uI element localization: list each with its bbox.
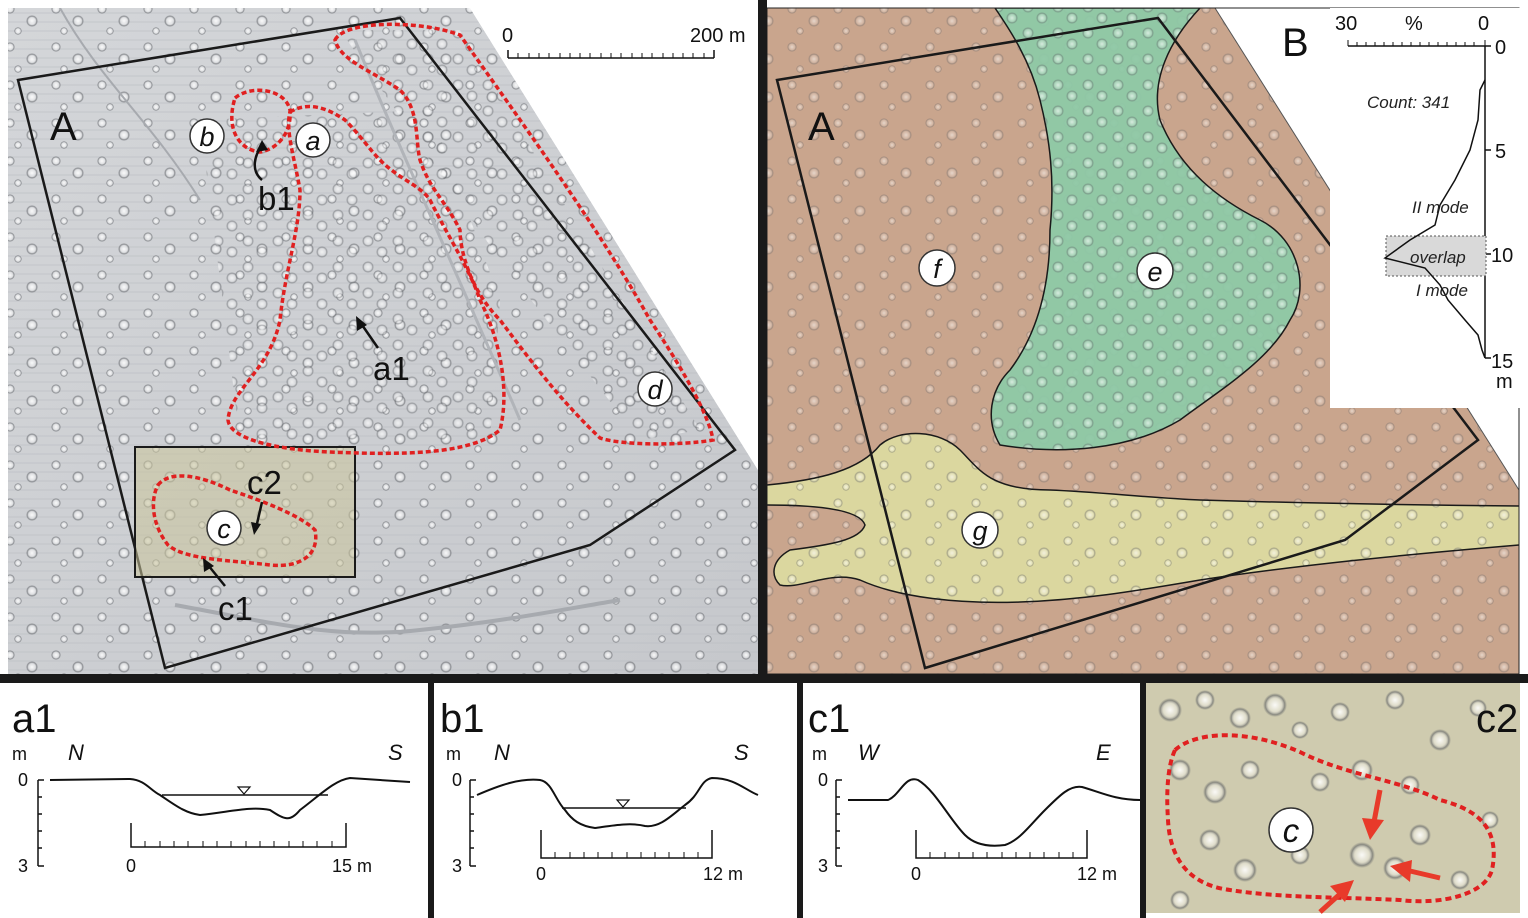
label-f: f (933, 254, 943, 284)
profile-b1-tick-top: 0 (452, 770, 462, 790)
profile-a1-unit: m (12, 744, 27, 764)
overlap-label: overlap (1410, 248, 1466, 267)
profile-b1-unit: m (446, 744, 461, 764)
inset-c2-area-marker (1268, 807, 1314, 853)
label-g-marker: g (961, 511, 999, 549)
inset-c-rectangle (134, 446, 356, 578)
label-c2: c2 (247, 464, 282, 501)
panel-label-a-right: A (808, 105, 835, 149)
profile-b1: b1 N S m 0 3 0 12 m (440, 697, 759, 884)
inset-c2: c2 c (1146, 683, 1520, 914)
depth-tick-15: 15 (1491, 351, 1513, 373)
profile-a1: a1 N S m 0 3 0 15 m (12, 697, 411, 876)
panel-label-a-left: A (50, 105, 77, 149)
profile-a1-tick-bottom: 3 (18, 856, 28, 876)
label-c1: c1 (218, 590, 253, 627)
label-a1: a1 (373, 350, 410, 387)
profile-b1-depth-axis (469, 779, 476, 867)
red-arrow-3-icon (1318, 892, 1342, 914)
arrow-c2-head-icon (251, 522, 261, 535)
profile-a1-line (49, 776, 411, 820)
label-b1: b1 (258, 180, 295, 217)
profile-c1-line (848, 778, 1141, 847)
profile-a1-scale-start: 0 (126, 856, 136, 876)
profile-a1-scale (130, 823, 347, 848)
inset-c2-pits (1158, 690, 1499, 910)
mode-ii-label: II mode (1412, 198, 1469, 217)
profile-c1: c1 W E m 0 3 0 12 m (808, 697, 1141, 884)
panel-b: B 30 % 0 0 5 10 15 m Count: 341 II mode … (1282, 8, 1520, 408)
inset-c2-label: c2 (1476, 697, 1518, 741)
scale-start-label: 0 (502, 25, 513, 47)
label-c: c (217, 514, 231, 544)
label-a-marker: a (295, 122, 331, 158)
profile-a1-title: a1 (12, 697, 57, 741)
boundary-b (230, 88, 292, 154)
profile-b1-line (476, 776, 759, 830)
mode-i-label: I mode (1416, 281, 1468, 300)
top-axis-left: 30 (1335, 13, 1357, 35)
arrow-a1-head-icon (356, 316, 367, 331)
overlap-band (1385, 235, 1487, 277)
label-b: b (199, 122, 214, 152)
profile-c1-unit: m (812, 744, 827, 764)
profile-b1-right-dir: S (734, 740, 749, 765)
red-arrow-2-icon (1409, 868, 1441, 881)
label-g: g (972, 516, 987, 546)
profile-b1-scale-start: 0 (536, 864, 546, 884)
profile-c1-tick-top: 0 (818, 770, 828, 790)
depth-tick-0: 0 (1495, 37, 1506, 59)
top-axis-right: 0 (1478, 13, 1489, 35)
label-d-marker: d (637, 371, 673, 407)
profile-b1-scale-end: 12 m (703, 864, 743, 884)
label-e: e (1147, 257, 1162, 287)
label-e-marker: e (1136, 252, 1174, 290)
boundary-c (151, 474, 318, 568)
arrow-c1-icon (207, 564, 226, 587)
profile-b1-title: b1 (440, 697, 485, 741)
profile-a1-depth-axis (37, 779, 44, 867)
top-axis-unit: % (1405, 13, 1423, 35)
depth-tick-10: 10 (1491, 245, 1513, 267)
profile-a1-left-dir: N (68, 740, 84, 765)
profile-c1-depth-axis (835, 779, 842, 867)
profile-a1-right-dir: S (388, 740, 403, 765)
boundary-d (333, 22, 715, 446)
inset-c2-boundary (1165, 733, 1496, 904)
profile-b1-tick-bottom: 3 (452, 856, 462, 876)
profile-c1-left-dir: W (858, 740, 881, 765)
boundary-a (226, 104, 506, 456)
scale-bar: 0 200 m (502, 25, 746, 59)
scale-end-label: 200 m (690, 25, 746, 47)
profile-b1-water-icon (615, 799, 631, 808)
depth-unit: m (1496, 371, 1513, 393)
arrow-b1-head-icon (256, 140, 268, 152)
red-arrow-1-icon (1371, 789, 1383, 823)
profile-c1-scale-end: 12 m (1077, 864, 1117, 884)
profile-a1-scale-end: 15 m (332, 856, 372, 876)
label-b-marker: b (189, 118, 225, 154)
profile-a1-water-icon (236, 786, 252, 795)
label-f-marker: f (918, 249, 956, 287)
study-area-outline-right (775, 16, 1480, 670)
depth-tick-5: 5 (1495, 141, 1506, 163)
profile-c1-tick-bottom: 3 (818, 856, 828, 876)
profile-c1-title: c1 (808, 697, 850, 741)
profile-b1-left-dir: N (494, 740, 510, 765)
profile-c1-right-dir: E (1096, 740, 1111, 765)
panel-label-b: B (1282, 21, 1309, 65)
label-d: d (647, 375, 663, 405)
label-a: a (305, 126, 320, 156)
inset-c2-area-label: c (1283, 812, 1300, 849)
arrow-c1-head-icon (203, 558, 214, 572)
profile-c1-scale-start: 0 (911, 864, 921, 884)
count-label: Count: 341 (1367, 93, 1450, 112)
profile-a1-tick-top: 0 (18, 770, 28, 790)
hillshade-map (8, 8, 758, 674)
inset-c2-red-arrows (1318, 789, 1441, 914)
label-c-marker: c (206, 510, 242, 546)
depth-histogram-curve (1383, 79, 1486, 359)
